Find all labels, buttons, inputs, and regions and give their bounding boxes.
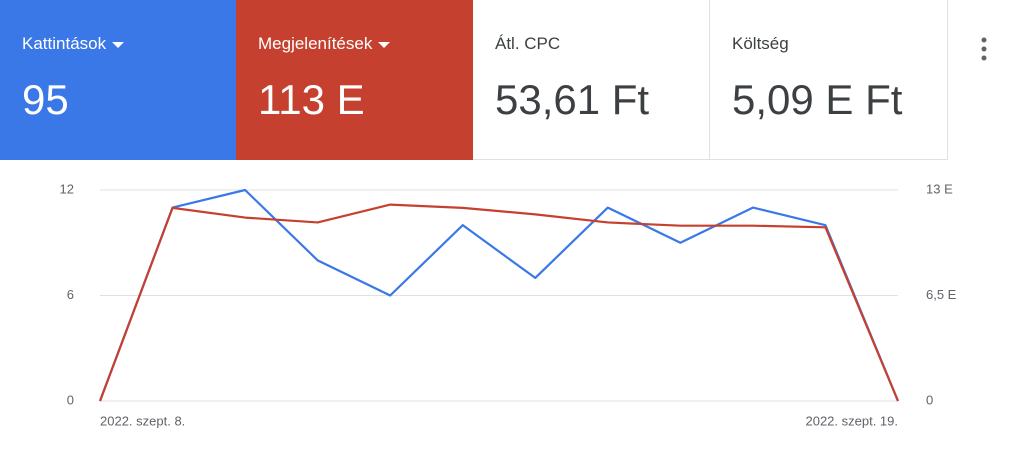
dropdown-arrow[interactable] (378, 41, 391, 49)
metric-value: 113 E (258, 76, 365, 123)
metric-card[interactable]: Átl. CPC 53,61 Ft (473, 0, 710, 160)
y-tick-label: 12 (60, 181, 74, 196)
y2-tick-label: 6,5 E (926, 287, 957, 302)
metric-label: Költség (732, 34, 789, 54)
more-menu[interactable] (976, 36, 992, 62)
metric-label-text: Kattintások (22, 34, 107, 53)
series-line (98, 188, 900, 402)
metric-label: Megjelenítések (258, 34, 391, 54)
metric-value: 95 (22, 76, 69, 123)
metric-card[interactable]: Megjelenítések 113 E (236, 0, 473, 160)
metric-label-text: Átl. CPC (495, 34, 561, 53)
metric-label-text: Megjelenítések (258, 34, 373, 53)
metric-value: 53,61 Ft (495, 76, 650, 123)
metric-value: 5,09 E Ft (732, 76, 903, 123)
y-tick-label: 0 (67, 392, 74, 407)
y-tick-label: 6 (67, 287, 74, 302)
y2-tick-label: 13 E (926, 181, 953, 196)
metric-card[interactable]: Kattintások 95 (0, 0, 236, 160)
y2-tick-label: 0 (926, 392, 933, 407)
series-line (98, 203, 900, 402)
x-tick-label: 2022. szept. 8. (100, 413, 185, 428)
dropdown-arrow[interactable] (112, 41, 125, 49)
chart: 0 6 12 0 6,5 E 13 E 2022. szept. 8. 2022. szept… (60, 181, 957, 428)
x-tick-label: 2022. szept. 19. (805, 413, 898, 428)
metric-card[interactable]: Költség 5,09 E Ft (710, 0, 948, 160)
metric-label: Kattintások (22, 34, 125, 54)
metric-label: Átl. CPC (495, 34, 560, 54)
metric-label-text: Költség (732, 34, 789, 53)
